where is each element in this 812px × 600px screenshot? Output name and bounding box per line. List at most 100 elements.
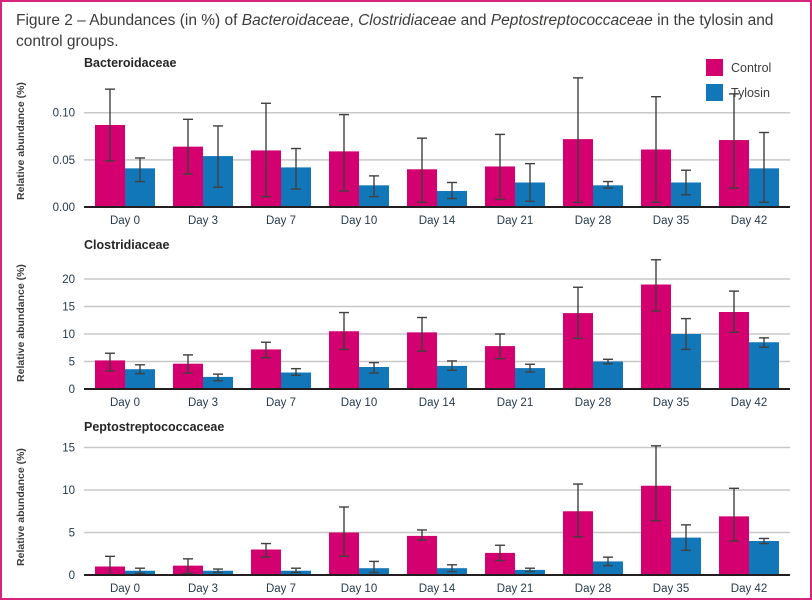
errorbar-tylosin-day-3 bbox=[213, 568, 223, 573]
errorbar-control-day-10 bbox=[339, 506, 349, 557]
x-tick-label: Day 0 bbox=[110, 583, 140, 595]
caption-segment: and bbox=[456, 12, 491, 29]
x-tick-label: Day 14 bbox=[419, 397, 456, 409]
bar-control-day-21 bbox=[485, 552, 515, 575]
x-tick-label: Day 7 bbox=[266, 397, 296, 409]
errorbar-control-day-7 bbox=[261, 102, 271, 198]
bar-tylosin-day-14 bbox=[437, 365, 467, 389]
bar-tylosin-day-0 bbox=[125, 369, 155, 389]
errorbar-tylosin-day-28 bbox=[603, 358, 613, 365]
errorbar-tylosin-day-35 bbox=[681, 169, 691, 196]
errorbar-tylosin-day-14 bbox=[447, 360, 457, 371]
errorbar-tylosin-day-21 bbox=[525, 162, 535, 202]
errorbar-tylosin-day-28 bbox=[603, 180, 613, 189]
errorbar-tylosin-day-7 bbox=[291, 367, 301, 376]
errorbar-control-day-3 bbox=[183, 557, 193, 574]
bar-tylosin-day-3 bbox=[203, 376, 233, 389]
x-tick-label: Day 21 bbox=[497, 397, 533, 409]
errorbar-tylosin-day-10 bbox=[369, 175, 379, 198]
caption-segment: Clostridiaceae bbox=[358, 12, 457, 29]
errorbar-control-day-35 bbox=[651, 258, 661, 312]
errorbar-control-day-0 bbox=[105, 352, 115, 372]
x-tick-label: Day 35 bbox=[653, 583, 689, 595]
y-tick-label: 20 bbox=[62, 274, 75, 286]
chart-title: Peptostreptococcaceae bbox=[84, 420, 224, 434]
y-tick-label: 10 bbox=[62, 485, 75, 497]
charts-container: 0.00 0.05 0.10 Bacteroidaceae Relative abund… bbox=[2, 55, 810, 598]
x-tick-label: Day 42 bbox=[731, 215, 767, 227]
errorbar-tylosin-day-21 bbox=[525, 363, 535, 373]
x-tick-label: Day 28 bbox=[575, 583, 611, 595]
errorbar-tylosin-day-0 bbox=[135, 363, 145, 375]
x-tick-label: Day 7 bbox=[266, 583, 296, 595]
chart-clostridiaceae: 0 5 10 15 20 Clostridiaceae Relative abundance… bbox=[12, 237, 804, 419]
chart-bacteroidaceae: 0.00 0.05 0.10 Bacteroidaceae Relative abund… bbox=[12, 55, 804, 237]
errorbar-tylosin-day-10 bbox=[369, 361, 379, 374]
x-tick-label: Day 10 bbox=[341, 397, 377, 409]
errorbar-control-day-3 bbox=[183, 118, 193, 175]
errorbar-tylosin-day-42 bbox=[759, 131, 769, 203]
x-tick-label: Day 21 bbox=[497, 215, 533, 227]
errorbar-control-day-42 bbox=[729, 487, 739, 542]
bar-tylosin-day-21 bbox=[515, 367, 545, 389]
errorbar-tylosin-day-21 bbox=[525, 567, 535, 573]
bar-tylosin-day-28 bbox=[593, 561, 623, 575]
errorbar-tylosin-day-42 bbox=[759, 336, 769, 348]
errorbar-tylosin-day-35 bbox=[681, 317, 691, 350]
x-tick-label: Day 28 bbox=[575, 215, 611, 227]
y-tick-label: 10 bbox=[62, 329, 75, 341]
x-tick-label: Day 7 bbox=[266, 215, 296, 227]
caption-segment: , bbox=[349, 12, 359, 29]
errorbar-tylosin-day-14 bbox=[447, 181, 457, 200]
x-tick-label: Day 10 bbox=[341, 215, 377, 227]
errorbar-tylosin-day-7 bbox=[291, 147, 301, 190]
errorbar-tylosin-day-3 bbox=[213, 125, 223, 188]
x-tick-label: Day 21 bbox=[497, 583, 533, 595]
chart-svg-clostridiaceae: 0 5 10 15 20 Clostridiaceae Relative abundance… bbox=[15, 238, 790, 409]
chart-peptostreptococcaceae: 0 5 10 15 Peptostreptococcaceae Relative abun… bbox=[12, 419, 804, 598]
errorbar-control-day-35 bbox=[651, 444, 661, 522]
errorbar-control-day-7 bbox=[261, 542, 271, 558]
errorbar-tylosin-day-28 bbox=[603, 556, 613, 567]
errorbar-tylosin-day-0 bbox=[135, 157, 145, 183]
errorbar-tylosin-day-35 bbox=[681, 523, 691, 551]
errorbar-control-day-10 bbox=[339, 113, 349, 192]
caption-segment: in the tylosin and control groups. bbox=[16, 12, 774, 50]
bar-tylosin-day-42 bbox=[749, 540, 779, 575]
x-tick-label: Day 3 bbox=[188, 583, 218, 595]
y-tick-label: 0.00 bbox=[53, 202, 75, 214]
errorbar-control-day-14 bbox=[417, 316, 427, 352]
errorbar-tylosin-day-3 bbox=[213, 373, 223, 382]
legend-swatch-tylosin bbox=[706, 83, 723, 101]
caption-segment: Figure 2 – Abundances (in %) of bbox=[16, 12, 242, 29]
bar-tylosin-day-7 bbox=[281, 372, 311, 389]
y-tick-label: 5 bbox=[69, 356, 75, 368]
legend-label-control: Control bbox=[731, 61, 771, 75]
errorbar-control-day-42 bbox=[729, 93, 739, 189]
errorbar-control-day-21 bbox=[495, 333, 505, 360]
legend-swatch-control bbox=[706, 58, 723, 76]
y-axis-label: Relative abundance (%) bbox=[15, 264, 27, 382]
x-tick-label: Day 28 bbox=[575, 397, 611, 409]
errorbar-control-day-14 bbox=[417, 529, 427, 541]
x-tick-label: Day 0 bbox=[110, 215, 140, 227]
chart-svg-peptostreptococcaceae: 0 5 10 15 Peptostreptococcaceae Relative abun… bbox=[15, 420, 790, 595]
x-tick-label: Day 42 bbox=[731, 397, 767, 409]
x-tick-label: Day 10 bbox=[341, 583, 377, 595]
chart-title: Clostridiaceae bbox=[84, 238, 170, 252]
bar-tylosin-day-28 bbox=[593, 361, 623, 389]
bar-tylosin-day-10 bbox=[359, 366, 389, 389]
errorbar-tylosin-day-10 bbox=[369, 560, 379, 573]
figure-caption: Figure 2 – Abundances (in %) of Bacteroi… bbox=[2, 2, 810, 55]
errorbar-control-day-0 bbox=[105, 88, 115, 162]
y-tick-label: 0 bbox=[69, 570, 75, 582]
bar-tylosin-day-21 bbox=[515, 569, 545, 575]
y-tick-label: 0.10 bbox=[53, 108, 75, 120]
errorbar-control-day-21 bbox=[495, 544, 505, 562]
errorbar-control-day-3 bbox=[183, 354, 193, 374]
errorbar-control-day-42 bbox=[729, 290, 739, 333]
y-tick-label: 15 bbox=[62, 301, 75, 313]
errorbar-tylosin-day-0 bbox=[135, 567, 145, 574]
errorbar-tylosin-day-7 bbox=[291, 567, 301, 573]
